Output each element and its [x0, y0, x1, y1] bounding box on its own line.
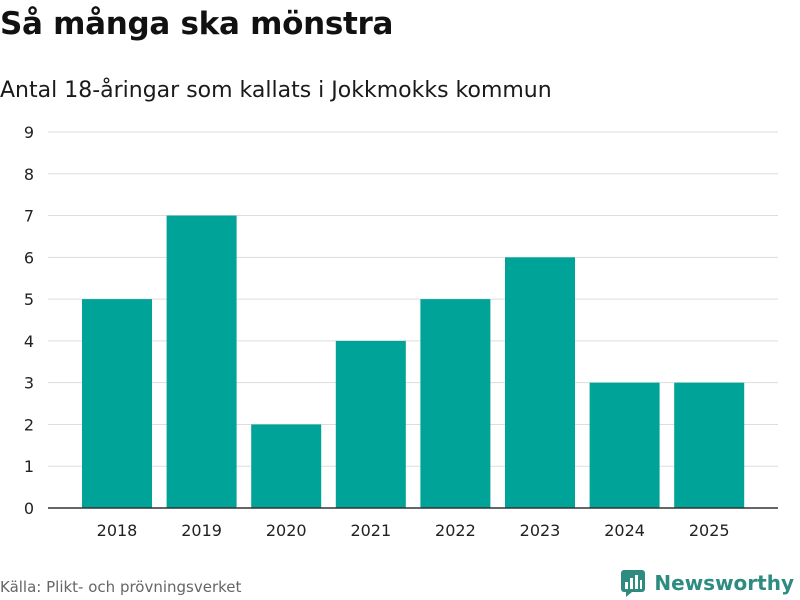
x-tick-label: 2025 — [689, 521, 730, 540]
bar-2022 — [420, 299, 491, 508]
bar-2023 — [505, 257, 575, 508]
bar-2025 — [674, 382, 745, 508]
bars — [82, 215, 745, 509]
bar-2019 — [166, 215, 237, 509]
y-tick-label: 0 — [24, 499, 34, 518]
grid-lines — [48, 131, 778, 467]
chart-title: Så många ska mönstra — [0, 6, 394, 42]
brand-name: Newsworthy — [654, 571, 794, 595]
x-tick-label: 2019 — [181, 521, 222, 540]
bar-2021 — [335, 340, 406, 508]
x-tick-label: 2024 — [604, 521, 645, 540]
y-axis-ticks: 0 1 2 3 4 5 6 7 8 9 — [24, 123, 34, 518]
y-tick-label: 7 — [24, 207, 34, 226]
chart-subtitle: Antal 18-åringar som kallats i Jokkmokks… — [0, 78, 552, 103]
x-tick-label: 2021 — [350, 521, 391, 540]
x-tick-label: 2023 — [520, 521, 561, 540]
y-tick-label: 3 — [24, 374, 34, 393]
source-note: Källa: Plikt- och prövningsverket — [0, 578, 242, 596]
x-tick-label: 2018 — [97, 521, 138, 540]
y-tick-label: 4 — [24, 332, 34, 351]
y-tick-label: 1 — [24, 457, 34, 476]
newsworthy-logo-icon — [621, 570, 646, 597]
y-tick-label: 2 — [24, 415, 34, 434]
y-tick-label: 5 — [24, 290, 34, 309]
y-tick-label: 8 — [24, 165, 34, 184]
y-tick-label: 9 — [24, 123, 34, 142]
bar-2018 — [82, 299, 152, 508]
bar-2024 — [589, 382, 660, 508]
brand-logo: Newsworthy — [620, 569, 794, 597]
y-tick-label: 6 — [24, 248, 34, 267]
x-tick-label: 2022 — [435, 521, 476, 540]
bar-2020 — [251, 424, 322, 508]
x-axis-ticks: 2018 2019 2020 2021 2022 2023 2024 2025 — [97, 521, 730, 540]
x-tick-label: 2020 — [266, 521, 307, 540]
